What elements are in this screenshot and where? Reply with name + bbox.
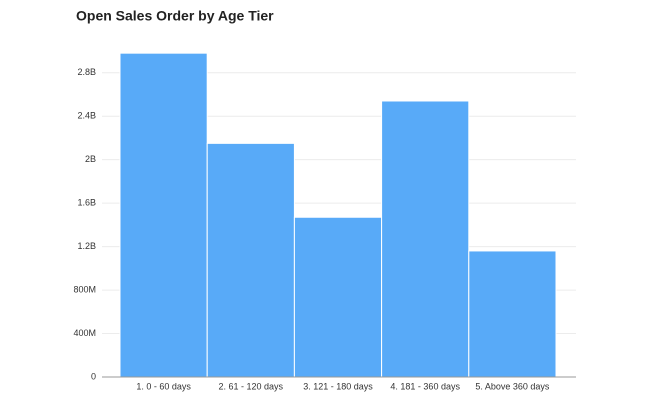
y-tick-label: 1.6B [77,198,96,208]
y-tick-label: 800M [73,284,96,294]
y-tick-label: 0 [91,371,96,381]
y-tick-label: 1.2B [77,241,96,251]
bar [119,52,208,378]
bar [468,250,557,378]
bar [293,216,383,378]
y-tick-label: 2B [85,154,96,164]
x-tick-label: 3. 121 - 180 days [303,381,373,391]
x-tick-label: 1. 0 - 60 days [136,381,191,391]
y-tick-label: 2.8B [77,67,96,77]
y-tick-label: 400M [73,328,96,338]
bar [381,100,470,378]
chart-title: Open Sales Order by Age Tier [76,8,274,24]
y-tick-label: 2.4B [77,111,96,121]
x-tick-label: 4. 181 - 360 days [390,381,460,391]
x-tick-label: 2. 61 - 120 days [219,381,284,391]
x-tick-label: 5. Above 360 days [475,381,550,391]
bar [206,142,295,378]
